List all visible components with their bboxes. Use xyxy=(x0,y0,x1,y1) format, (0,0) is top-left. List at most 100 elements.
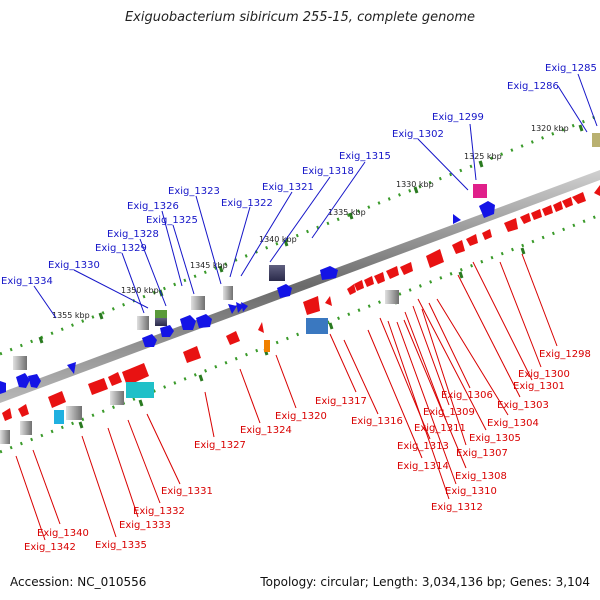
gene-feature xyxy=(54,410,64,424)
gene-label: Exig_1342 xyxy=(24,542,76,553)
tick-label: 1350 kbp xyxy=(121,286,159,295)
gene-feature xyxy=(223,286,233,300)
gene-arrow xyxy=(364,276,374,287)
gene-label: Exig_1300 xyxy=(518,369,570,380)
tick-label: 1325 kbp xyxy=(464,152,502,161)
gene-label: Exig_1314 xyxy=(397,461,449,472)
gene-arrow xyxy=(303,296,320,315)
gene-feature xyxy=(269,265,285,281)
gene-label: Exig_1303 xyxy=(497,400,549,411)
gene-arrow xyxy=(374,272,385,284)
forward-gene-labels: Exig_1285 Exig_1286 Exig_1299 Exig_1302 … xyxy=(1,63,597,287)
gene-label: Exig_1301 xyxy=(513,381,565,392)
gene-label: Exig_1330 xyxy=(48,260,100,271)
tick-label: 1330 kbp xyxy=(396,180,434,189)
gene-arrow xyxy=(520,213,531,224)
gene-feature xyxy=(20,421,32,435)
gene-arrow xyxy=(531,209,542,220)
gene-feature xyxy=(191,296,205,310)
gene-arrow xyxy=(88,378,108,395)
gene-label: Exig_1313 xyxy=(397,441,449,452)
gene-label: Exig_1334 xyxy=(1,276,53,287)
gene-arrow xyxy=(426,249,444,268)
gene-arrow xyxy=(241,302,248,312)
gene-label: Exig_1324 xyxy=(240,425,292,436)
gene-feature xyxy=(126,382,154,398)
tick-label: 1340 kbp xyxy=(259,235,297,244)
gene-label: Exig_1318 xyxy=(302,166,354,177)
tick-label: 1320 kbp xyxy=(531,124,569,133)
gene-label: Exig_1329 xyxy=(95,243,147,254)
forward-genes xyxy=(0,133,600,394)
gene-label: Exig_1306 xyxy=(441,390,493,401)
gene-arrow xyxy=(400,262,413,275)
gene-label: Exig_1312 xyxy=(431,502,483,513)
gene-arrow xyxy=(572,192,586,204)
gene-arrow xyxy=(562,197,573,208)
gene-feature xyxy=(592,133,600,147)
gene-label: Exig_1335 xyxy=(95,540,147,551)
gene-arrow xyxy=(452,240,465,254)
gene-arrow xyxy=(0,381,6,394)
gene-label: Exig_1305 xyxy=(469,433,521,444)
tick-labels: 1320 kbp 1325 kbp 1330 kbp 1335 kbp 1340… xyxy=(52,124,569,320)
gene-label: Exig_1331 xyxy=(161,486,213,497)
gene-label: Exig_1307 xyxy=(456,448,508,459)
tick-label: 1345 kbp xyxy=(190,261,228,270)
tick-label: 1355 kbp xyxy=(52,311,90,320)
gene-arrow xyxy=(594,185,600,196)
upper-dotted-track xyxy=(0,113,600,356)
reverse-genes xyxy=(0,185,600,444)
gene-label: Exig_1328 xyxy=(107,229,159,240)
gene-arrow xyxy=(386,266,399,279)
gene-label: Exig_1321 xyxy=(262,182,314,193)
gene-feature xyxy=(0,430,10,444)
gene-feature xyxy=(137,316,149,330)
gene-label: Exig_1340 xyxy=(37,528,89,539)
gene-arrow xyxy=(180,315,196,330)
gene-feature xyxy=(155,318,167,326)
forward-leader-lines xyxy=(33,73,598,319)
gene-arrow xyxy=(228,304,237,314)
gene-label: Exig_1326 xyxy=(127,201,179,212)
reverse-leader-lines xyxy=(15,253,558,541)
gene-label: Exig_1333 xyxy=(119,520,171,531)
gene-arrow xyxy=(325,296,332,306)
gene-label: Exig_1323 xyxy=(168,186,220,197)
gene-arrow xyxy=(108,372,122,386)
gene-arrow xyxy=(482,229,492,240)
gene-label: Exig_1322 xyxy=(221,198,273,209)
gene-label: Exig_1308 xyxy=(455,471,507,482)
gene-arrow xyxy=(142,334,157,347)
gene-feature xyxy=(264,340,270,352)
gene-arrow xyxy=(48,391,66,408)
gene-arrow xyxy=(453,214,461,224)
gene-label: Exig_1317 xyxy=(315,396,367,407)
gene-arrow xyxy=(354,280,364,291)
topology-text: Topology: circular; Length: 3,034,136 bp… xyxy=(260,575,590,589)
accession-text: Accession: NC_010556 xyxy=(10,575,147,589)
gene-label: Exig_1316 xyxy=(351,416,403,427)
gene-label: Exig_1310 xyxy=(445,486,497,497)
gene-arrow xyxy=(226,331,240,345)
gene-arrow xyxy=(504,218,518,232)
gene-label: Exig_1302 xyxy=(392,129,444,140)
gene-arrow xyxy=(122,363,149,386)
gene-label: Exig_1315 xyxy=(339,151,391,162)
gene-feature xyxy=(155,310,167,320)
gene-feature xyxy=(306,318,328,334)
gene-label: Exig_1299 xyxy=(432,112,484,123)
map-title: Exiguobacterium sibiricum 255-15, comple… xyxy=(124,10,476,25)
gene-arrow xyxy=(479,201,495,218)
gene-arrow xyxy=(258,322,264,333)
gene-label: Exig_1298 xyxy=(539,349,591,360)
gene-label: Exig_1309 xyxy=(423,407,475,418)
gene-feature xyxy=(66,406,82,420)
gene-feature xyxy=(385,290,399,304)
gene-label: Exig_1332 xyxy=(133,506,185,517)
gene-arrow xyxy=(277,284,292,298)
gene-label: Exig_1327 xyxy=(194,440,246,451)
gene-arrow xyxy=(347,284,356,295)
gene-arrow xyxy=(542,205,553,216)
gene-arrow xyxy=(28,374,41,388)
